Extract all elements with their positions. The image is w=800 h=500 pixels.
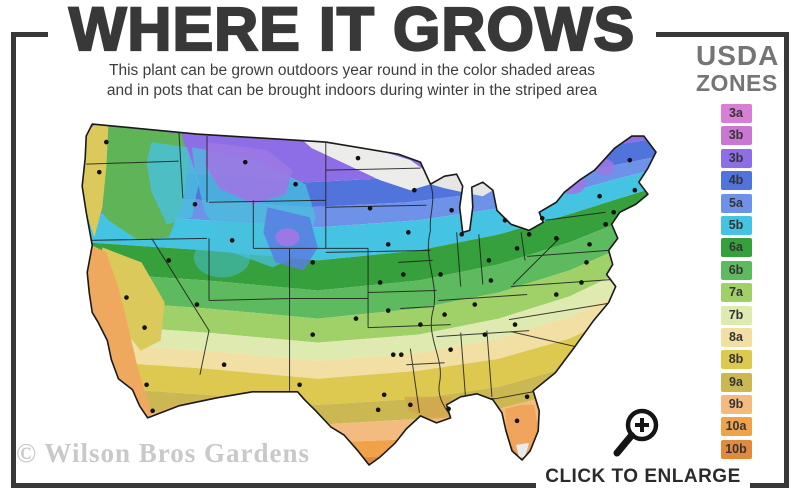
subtitle-line2: and in pots that can be brought indoors … <box>106 82 598 100</box>
zone-swatch-10b: 10b <box>720 439 752 459</box>
zone-swatch-8a: 8a <box>720 327 752 347</box>
usda-zone-map[interactable] <box>56 112 660 468</box>
zone-swatch-8b: 8b <box>720 350 752 370</box>
zone-swatch-5a: 5a <box>720 193 752 213</box>
legend-title-line2: ZONES <box>696 70 778 96</box>
zone-swatch-9a: 9a <box>720 372 752 392</box>
page-title: WHERE IT GROWS <box>48 0 656 61</box>
zone-list: 3a 3b 3b 4b 5a 5b 6a 6b 7a 7b 8a 8b 9a 9b 10a 10b <box>696 104 776 459</box>
zone-swatch-6b: 6b <box>720 260 752 280</box>
city-dots <box>96 139 638 424</box>
zone-swatch-3a: 3a <box>720 104 752 123</box>
usda-zones-legend: USDA ZONES 3a 3b 3b 4b 5a 5b 6a 6b 7a 7b 8a 8b 9a 9b 1… <box>696 40 780 462</box>
enlarge-label[interactable]: CLICK TO ENLARGE <box>536 466 750 490</box>
watermark: © Wilson Bros Gardens <box>16 438 310 468</box>
zone-swatch-3b: 3b <box>720 148 752 168</box>
legend-title: USDA ZONES <box>696 40 780 96</box>
magnifier-plus-icon[interactable] <box>606 404 666 462</box>
zone-swatch-4b: 4b <box>720 171 752 191</box>
zone-swatch-3b: 3b <box>720 126 752 146</box>
zone-swatch-6a: 6a <box>720 238 752 258</box>
zone-swatch-9b: 9b <box>720 395 752 415</box>
zone-swatch-10a: 10a <box>720 417 752 437</box>
zone-swatch-7b: 7b <box>720 305 752 325</box>
us-outline <box>81 123 657 466</box>
zone-shading <box>82 124 656 465</box>
zone-swatch-5b: 5b <box>720 215 752 235</box>
subtitle-line1: This plant can be grown outdoors year ro… <box>109 62 595 79</box>
zone-swatch-7a: 7a <box>720 283 752 303</box>
legend-title-line1: USDA <box>696 40 780 71</box>
subtitle: This plant can be grown outdoors year ro… <box>48 61 656 102</box>
state-borders <box>86 130 613 416</box>
